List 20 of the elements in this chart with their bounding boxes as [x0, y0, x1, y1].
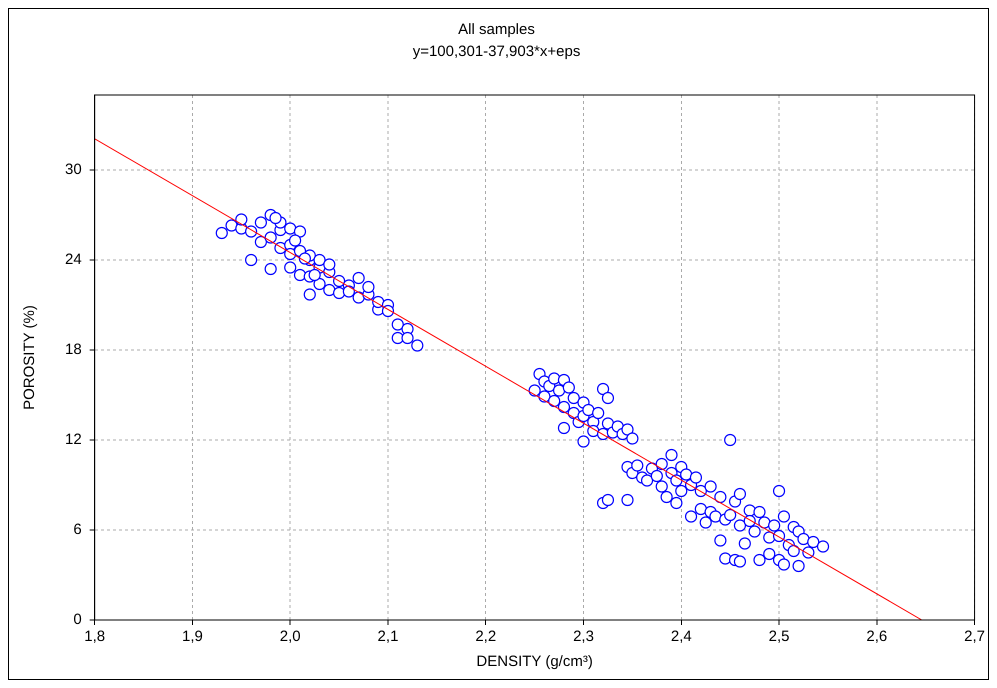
x-tick-label: 2,3	[573, 628, 594, 646]
y-tick-label: 24	[64, 251, 82, 268]
x-tick-label: 2,0	[280, 628, 301, 646]
y-tick-label: 6	[73, 521, 82, 538]
y-tick-label: 18	[64, 341, 82, 358]
y-tick-label: 30	[64, 161, 82, 178]
x-tick-label: 1,9	[182, 628, 203, 646]
x-axis-title: DENSITY (g/cm³)	[476, 653, 593, 670]
y-tick-label: 12	[64, 431, 82, 448]
x-tick-label: 2,6	[866, 628, 888, 646]
x-tick-label: 2,5	[768, 628, 790, 646]
x-tick-label: 2,2	[475, 628, 496, 646]
y-axis-title: POROSITY (%)	[21, 305, 38, 410]
y-tick-label: 0	[73, 611, 82, 628]
chart-subtitle: y=100,301-37,903*x+eps	[412, 43, 580, 60]
x-tick-label: 2,4	[670, 628, 692, 646]
x-tick-label: 2,1	[378, 628, 398, 646]
x-tick-label: 2,7	[964, 628, 986, 646]
x-tick-label: 1,8	[84, 628, 106, 646]
chart-title: All samples	[458, 21, 535, 38]
